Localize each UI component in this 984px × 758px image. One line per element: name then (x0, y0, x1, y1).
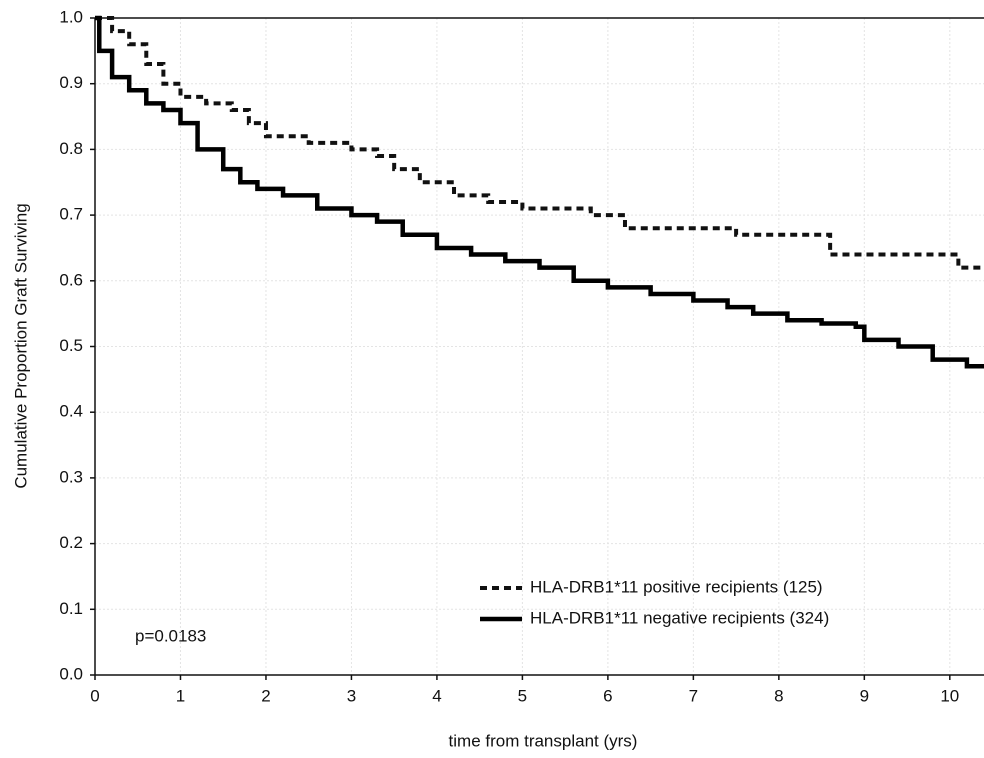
x-tick-label: 4 (432, 686, 441, 705)
survival-curve (95, 15, 984, 369)
y-axis-label: Cumulative Proportion Graft Surviving (11, 203, 30, 488)
annotation: p=0.0183 (135, 626, 206, 645)
x-tick-label: 0 (90, 686, 99, 705)
y-tick-label: 0.7 (59, 205, 83, 224)
x-tick-label: 1 (176, 686, 185, 705)
survival-curve (95, 16, 984, 270)
legend-label: HLA-DRB1*11 negative recipients (324) (530, 608, 829, 627)
x-tick-label: 3 (347, 686, 356, 705)
x-tick-label: 6 (603, 686, 612, 705)
x-tick-label: 2 (261, 686, 270, 705)
y-tick-label: 1.0 (59, 7, 83, 26)
y-tick-label: 0.2 (59, 533, 83, 552)
legend-label: HLA-DRB1*11 positive recipients (125) (530, 577, 823, 596)
y-tick-label: 0.5 (59, 336, 83, 355)
y-tick-label: 0.1 (59, 599, 83, 618)
x-tick-label: 5 (518, 686, 527, 705)
x-axis-label: time from transplant (yrs) (449, 731, 638, 750)
y-tick-label: 0.3 (59, 467, 83, 486)
x-tick-label: 10 (940, 686, 959, 705)
y-tick-label: 0.0 (59, 664, 83, 683)
x-tick-label: 7 (689, 686, 698, 705)
y-tick-label: 0.6 (59, 270, 83, 289)
y-tick-label: 0.4 (59, 402, 83, 421)
x-tick-label: 8 (774, 686, 783, 705)
x-tick-label: 9 (860, 686, 869, 705)
y-tick-label: 0.8 (59, 139, 83, 158)
y-tick-label: 0.9 (59, 73, 83, 92)
